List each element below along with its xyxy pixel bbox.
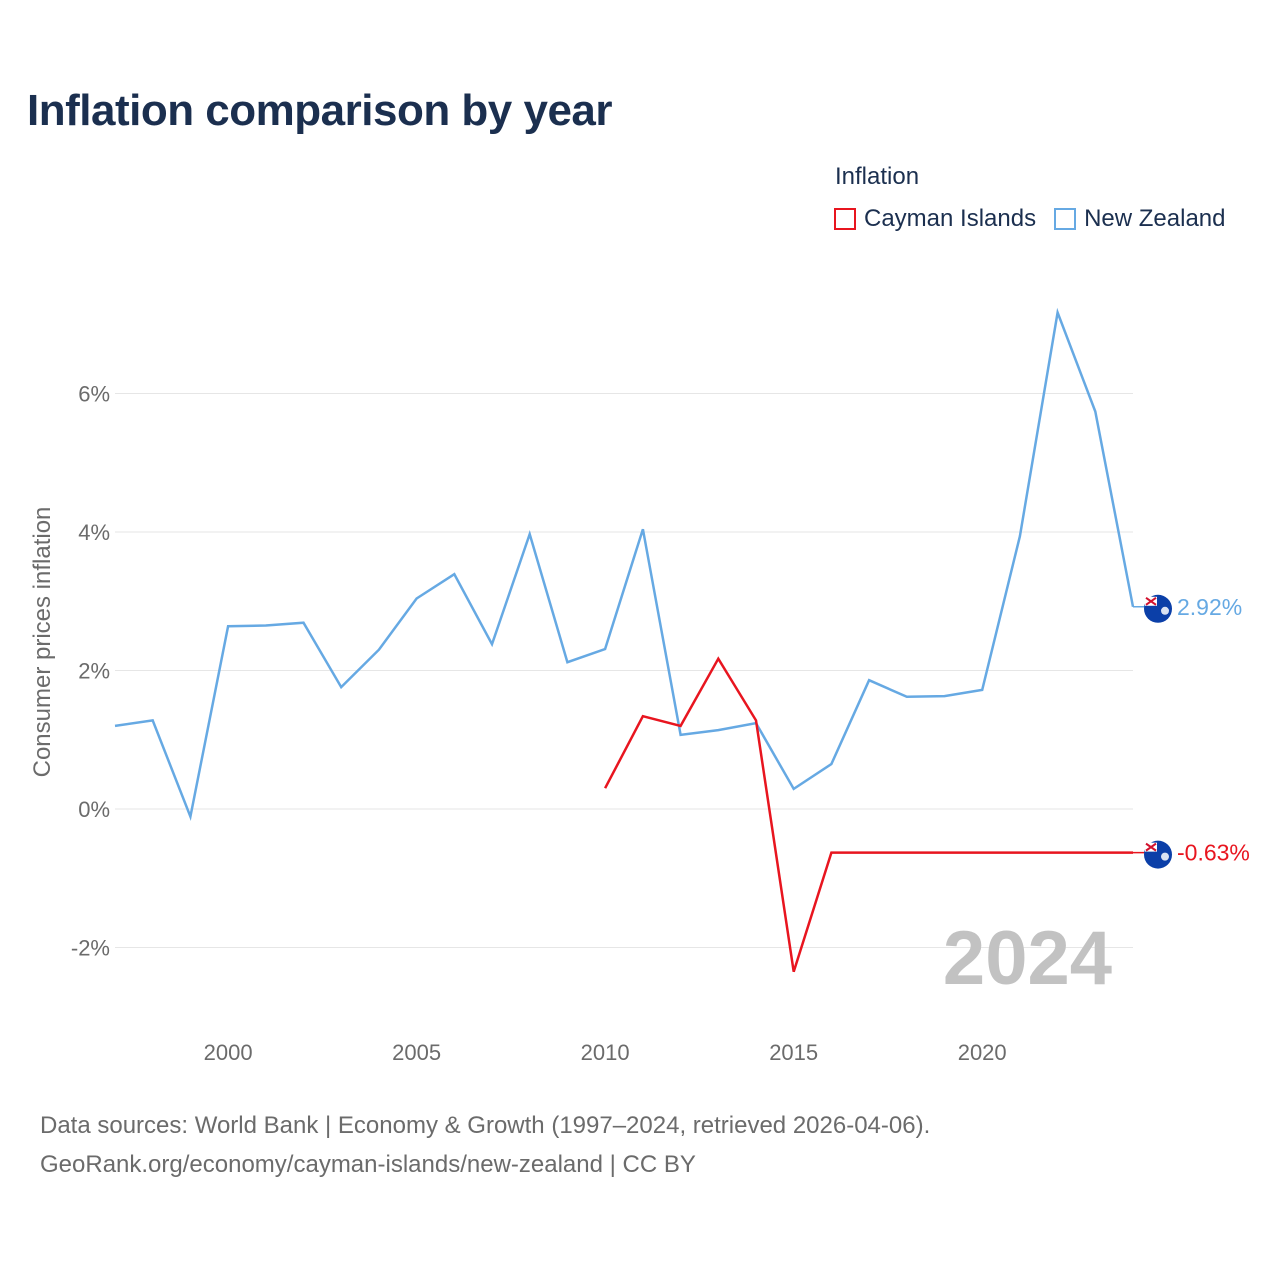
series-line-new-zealand	[114, 307, 1135, 822]
y-tick-label: 6%	[78, 382, 110, 407]
legend-swatch-new-zealand	[1054, 208, 1077, 230]
x-axis-ticks: 2000 2005 2010 2015 2020	[204, 1040, 1007, 1065]
series-lines	[114, 307, 1135, 973]
footer-link[interactable]: GeoRank.org/economy/cayman-islands/new-z…	[40, 1151, 696, 1178]
end-value-label-new-zealand: 2.92%	[1177, 594, 1242, 620]
legend-title: Inflation	[835, 163, 920, 190]
x-tick-label: 2000	[204, 1040, 253, 1065]
x-tick-label: 2020	[958, 1040, 1007, 1065]
end-markers: 2.92% -0.63%	[1133, 594, 1250, 869]
x-tick-label: 2005	[392, 1040, 441, 1065]
footer-sources: Data sources: World Bank | Economy & Gro…	[40, 1112, 931, 1139]
series-line-cayman-islands	[603, 656, 1133, 973]
page-title: Inflation comparison by year	[27, 86, 613, 135]
flag-marker-new-zealand	[1144, 594, 1172, 623]
legend-item-new-zealand[interactable]: New Zealand	[1054, 205, 1226, 233]
end-value-label-cayman-islands: -0.63%	[1177, 840, 1250, 866]
y-tick-label: 4%	[78, 520, 110, 545]
flag-marker-cayman-islands	[1144, 840, 1172, 869]
legend-label-new-zealand: New Zealand	[1084, 205, 1226, 232]
y-axis-ticks: 6% 4% 2% 0% -2%	[71, 382, 110, 961]
y-tick-label: 2%	[78, 659, 110, 684]
x-tick-label: 2015	[769, 1040, 818, 1065]
legend: Cayman Islands New Zealand	[834, 205, 1226, 233]
flag-cross	[1145, 596, 1157, 606]
x-tick-label: 2010	[581, 1040, 630, 1065]
year-watermark: 2024	[943, 916, 1112, 1001]
gridlines	[115, 393, 1133, 948]
legend-item-cayman-islands[interactable]: Cayman Islands	[834, 205, 1036, 233]
flag-emblem	[1161, 852, 1169, 861]
legend-label-cayman-islands: Cayman Islands	[864, 205, 1037, 232]
y-tick-label: 0%	[78, 797, 110, 822]
y-tick-label: -2%	[71, 936, 110, 961]
y-axis-label: Consumer prices inflation	[29, 507, 56, 778]
flag-cross	[1145, 842, 1157, 852]
flag-emblem	[1161, 606, 1169, 615]
footer: Data sources: World Bank | Economy & Gro…	[40, 1106, 930, 1184]
legend-swatch-cayman-islands	[834, 208, 856, 230]
